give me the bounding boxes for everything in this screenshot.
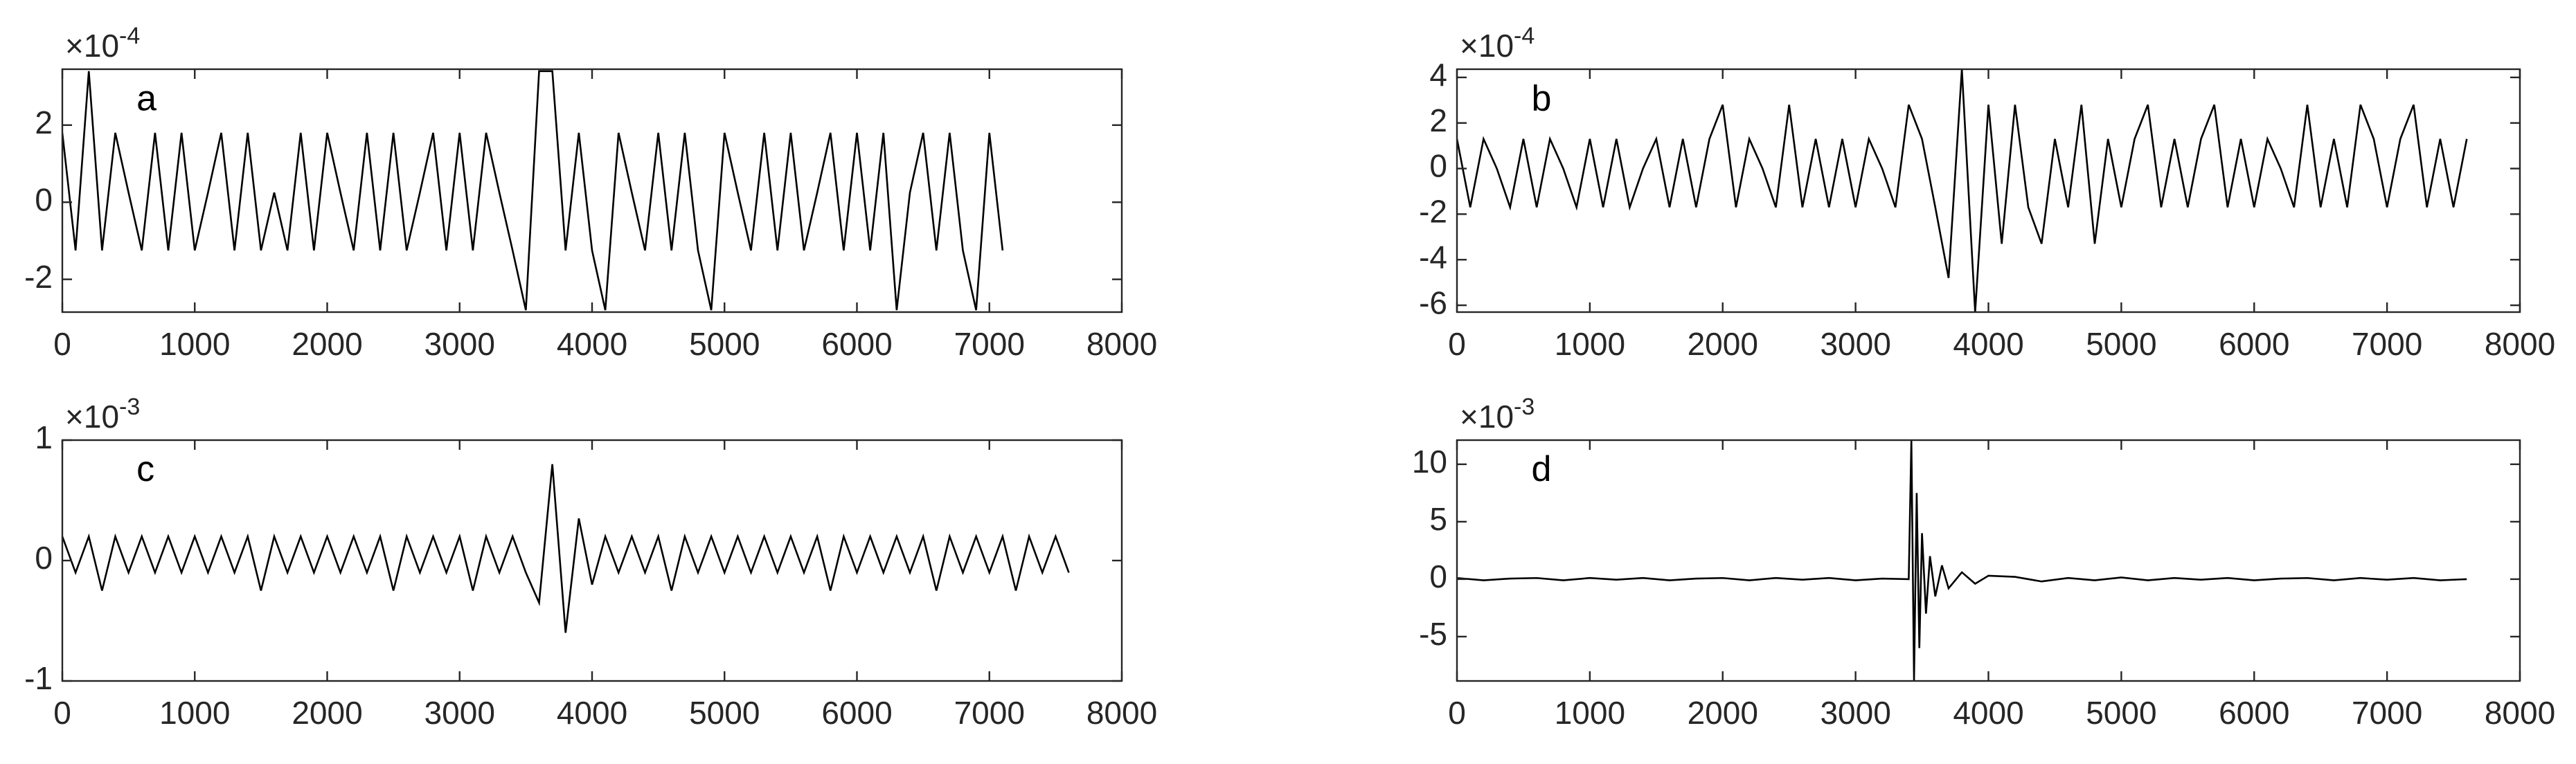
subplot: 0 1000 2000 3000 4000 5000 6000 7000 8000 -5 0 5 10 ×…	[1412, 394, 2555, 731]
x-tick-label: 3000	[424, 695, 495, 731]
multiplier-base: ×10	[65, 28, 119, 64]
multiplier-base: ×10	[1460, 28, 1514, 64]
signal-line	[1457, 440, 2467, 681]
panel-label: b	[1531, 78, 1551, 118]
x-tick-label: 4000	[1953, 695, 2023, 731]
y-tick-label: -6	[1419, 284, 1447, 320]
y-tick-label: 2	[35, 104, 53, 140]
x-tick-label: 6000	[2219, 695, 2289, 731]
x-tick-label: 8000	[1086, 326, 1157, 362]
panel-label: c	[136, 449, 154, 489]
axis-multiplier: ×10-3	[1460, 394, 1535, 435]
multiplier-exponent: -4	[1514, 23, 1535, 49]
axis-multiplier: ×10-4	[1460, 23, 1535, 64]
x-tick-label: 1000	[159, 695, 230, 731]
y-tick-label: 0	[1429, 148, 1447, 184]
y-tick-label: -4	[1419, 239, 1447, 275]
y-tick-label: 0	[1429, 558, 1447, 594]
x-tick-label: 7000	[2352, 695, 2422, 731]
y-tick-label: -5	[1419, 616, 1447, 652]
x-tick-label: 0	[1448, 326, 1466, 362]
y-tick-label: 4	[1429, 57, 1447, 93]
axes-box	[61, 439, 1123, 682]
y-tick-label: 10	[1412, 444, 1447, 480]
x-tick-label: 0	[53, 326, 71, 362]
x-tick-label: 7000	[954, 326, 1025, 362]
x-tick-label: 0	[53, 695, 71, 731]
x-tick-label: 4000	[557, 326, 627, 362]
x-tick-label: 1000	[1555, 326, 1625, 362]
x-tick-label: 4000	[1953, 326, 2023, 362]
axis-multiplier: ×10-4	[65, 23, 140, 64]
x-tick-label: 2000	[1688, 695, 1758, 731]
multiplier-base: ×10	[65, 399, 119, 435]
y-tick-label: 2	[1429, 102, 1447, 138]
x-tick-label: 3000	[1820, 326, 1890, 362]
y-tick-label: -1	[24, 660, 53, 696]
x-tick-label: 6000	[821, 326, 892, 362]
x-tick-label: 0	[1448, 695, 1466, 731]
x-tick-label: 3000	[1820, 695, 1890, 731]
x-tick-label: 5000	[2086, 326, 2156, 362]
x-tick-label: 4000	[557, 695, 627, 731]
subplot: 0 1000 2000 3000 4000 5000 6000 7000 8000 -6 -4 -2 0…	[1419, 23, 2555, 362]
axis-multiplier: ×10-3	[65, 394, 140, 435]
x-tick-label: 6000	[821, 695, 892, 731]
x-tick-label: 2000	[292, 695, 362, 731]
x-tick-label: 1000	[1555, 695, 1625, 731]
x-tick-label: 5000	[2086, 695, 2156, 731]
x-tick-label: 3000	[424, 326, 495, 362]
y-tick-label: -2	[1419, 194, 1447, 230]
signal-line	[1457, 69, 2468, 312]
y-tick-label: 0	[35, 540, 53, 576]
subplot: 0 1000 2000 3000 4000 5000 6000 7000 8000-202×10…	[24, 23, 1157, 362]
x-tick-label: 2000	[292, 326, 362, 362]
subplot: 0 1000 2000 3000 4000 5000 6000 7000 8000-101×10…	[24, 394, 1157, 731]
signal-line	[62, 464, 1070, 633]
x-tick-label: 7000	[954, 695, 1025, 731]
x-tick-label: 8000	[2485, 695, 2555, 731]
panel-label: d	[1531, 449, 1551, 489]
y-tick-label: 5	[1429, 501, 1447, 537]
x-tick-label: 7000	[2352, 326, 2422, 362]
x-tick-label: 6000	[2219, 326, 2289, 362]
signal-line	[62, 70, 1004, 311]
multiplier-base: ×10	[1460, 399, 1514, 435]
multiplier-exponent: -4	[119, 23, 140, 49]
multiplier-exponent: -3	[1514, 394, 1535, 420]
x-tick-label: 8000	[1086, 695, 1157, 731]
panel-label: a	[136, 78, 156, 118]
y-tick-label: 0	[35, 181, 53, 217]
axes-box	[1456, 439, 2521, 682]
x-tick-label: 5000	[689, 326, 760, 362]
y-tick-label: 1	[35, 419, 53, 455]
axes-box	[61, 68, 1123, 313]
x-tick-label: 2000	[1688, 326, 1758, 362]
multiplier-exponent: -3	[119, 394, 140, 420]
y-tick-label: -2	[24, 259, 53, 295]
x-tick-label: 1000	[159, 326, 230, 362]
x-tick-label: 8000	[2485, 326, 2555, 362]
x-tick-label: 5000	[689, 695, 760, 731]
